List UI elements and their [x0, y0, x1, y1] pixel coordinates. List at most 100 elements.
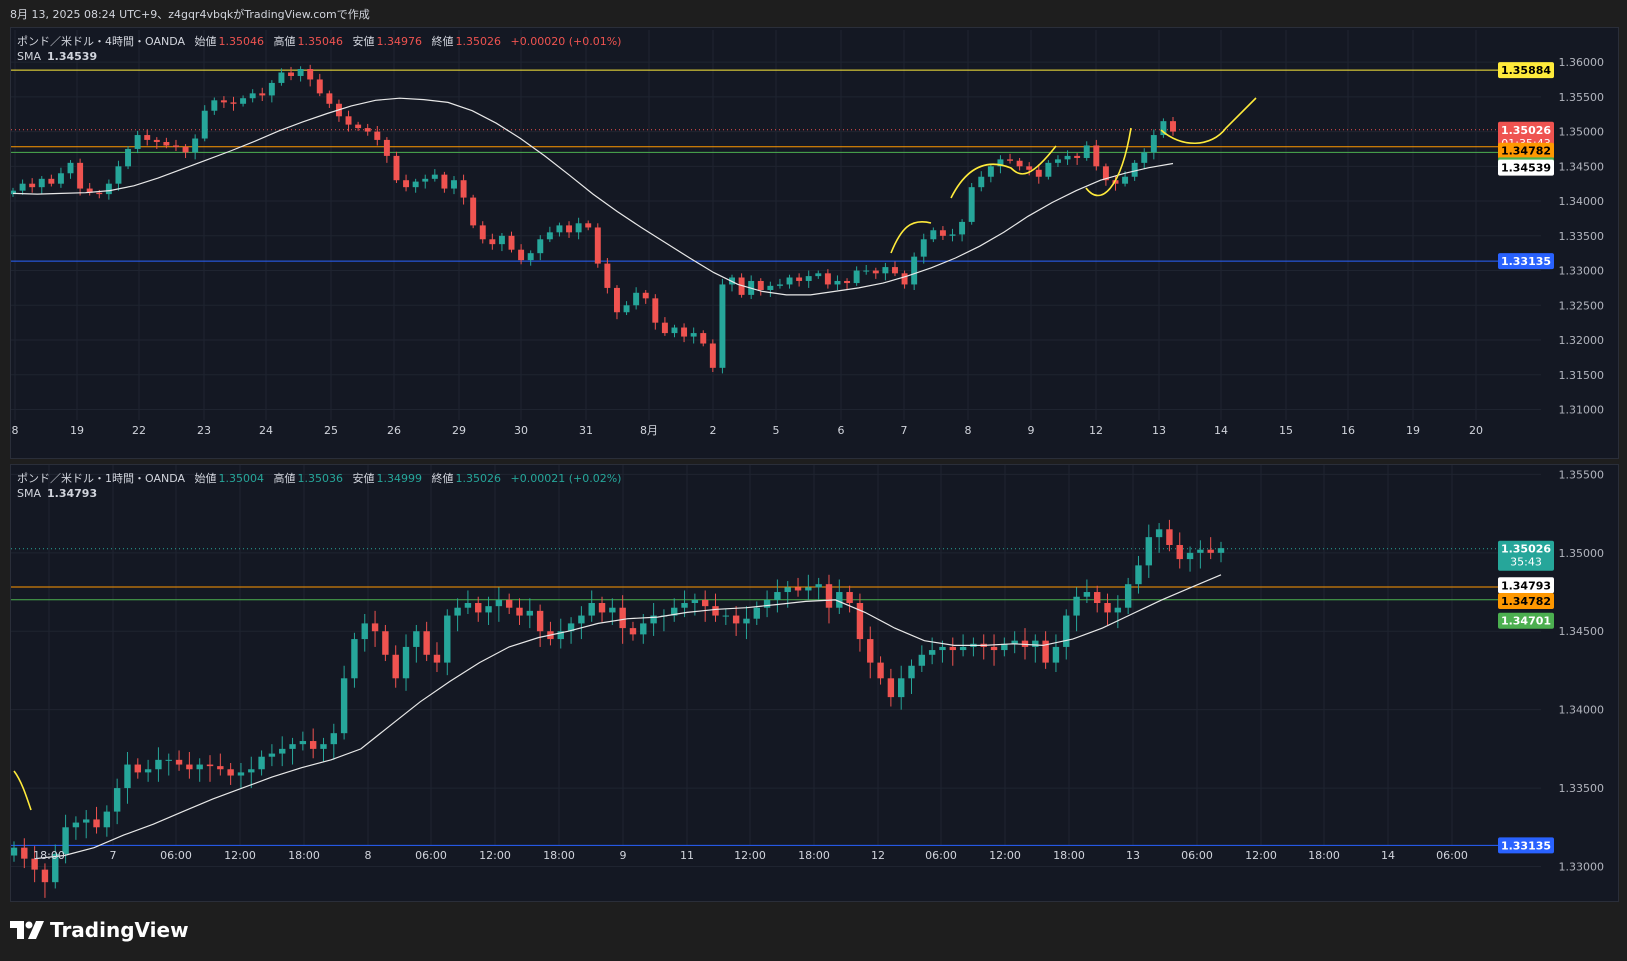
tag-level-1-34782: 1.34782: [1498, 142, 1554, 159]
candle-body: [498, 235, 505, 245]
time-label-7: 29: [452, 424, 466, 437]
candle-body: [299, 741, 307, 745]
candle-body: [1035, 169, 1042, 177]
candle-body: [206, 764, 214, 767]
candle-body: [48, 178, 55, 184]
candle-body: [633, 292, 640, 306]
candle-body: [650, 615, 657, 624]
close-value: 1.35026: [455, 472, 502, 485]
candle-body: [1016, 160, 1023, 167]
candle-body: [700, 333, 707, 344]
candle-body: [609, 607, 616, 613]
candle-body: [743, 618, 750, 624]
time-label-15: 8: [965, 424, 972, 437]
candle-body: [258, 756, 265, 770]
candle-body: [691, 599, 699, 604]
candle-body: [155, 759, 162, 770]
candle-body: [340, 678, 348, 734]
tag-sma: 1.34793: [1498, 577, 1554, 594]
candle-body: [19, 183, 26, 191]
grid: [11, 465, 1541, 867]
price-tick-5: 1.33000: [1559, 860, 1605, 873]
candle-body: [364, 128, 371, 132]
time-label-23: 20: [1469, 424, 1483, 437]
ohlc-legend: ポンド／米ドル・4時間・OANDA 始値 1.35046 高値 1.35046 安値…: [17, 35, 622, 48]
time-axis: 8 19 22 23 24 25 26 29 30 31 8月 2 5 6 7 8 9 12 13 14 15 16 19 2…: [12, 424, 1484, 437]
tag-level-1-33135: 1.33135: [1498, 837, 1554, 854]
candle-body: [722, 615, 730, 617]
sma-line: [12, 97, 1174, 296]
candle-body: [403, 180, 410, 188]
price-tick-2: 1.35000: [1559, 126, 1605, 139]
tag-level-1-34782-text: 1.34782: [1501, 145, 1551, 158]
candle-body: [297, 69, 304, 76]
close-value: 1.35026: [455, 35, 502, 48]
time-label-15: 12:00: [989, 849, 1021, 862]
low-value: 1.34976: [376, 35, 423, 48]
low-value: 1.34999: [376, 472, 423, 485]
candle-body: [836, 592, 843, 608]
candle-body: [867, 639, 874, 663]
candle-body: [1007, 159, 1013, 161]
candle-body: [103, 811, 111, 828]
tag-level-1-33135: 1.33135: [1498, 253, 1554, 270]
price-tick-2: 1.34500: [1559, 625, 1605, 638]
candle-body: [776, 284, 783, 286]
candle-body: [908, 665, 915, 679]
tag-last-price-text: 1.35026: [1501, 543, 1551, 556]
candle-body: [125, 148, 132, 167]
candle-body: [105, 183, 112, 195]
chart-caption: 8月 13, 2025 08:24 UTC+9、z4gqr4vbqkがTradi…: [10, 8, 370, 21]
candle-body: [1021, 640, 1029, 647]
candle-body: [897, 678, 905, 698]
candle-body: [557, 631, 564, 640]
candle-body: [794, 587, 802, 591]
candle-body: [1124, 584, 1132, 608]
candle-body: [1166, 529, 1173, 545]
time-label-10: 8月: [640, 424, 658, 437]
open-value: 1.35046: [218, 35, 265, 48]
candle-body: [38, 178, 45, 188]
candle-body: [431, 174, 438, 179]
candle-body: [227, 769, 234, 776]
candle-body: [1170, 121, 1176, 132]
sma-value: 1.34539: [47, 50, 98, 63]
chart-canvas-1h[interactable]: 1.35500 1.35000 1.34500 1.34000 1.33500 1.330…: [11, 465, 1618, 901]
tag-sma-text: 1.34793: [1501, 579, 1551, 592]
candle-body: [939, 230, 946, 236]
candle-body: [309, 741, 317, 749]
candle-body: [1042, 640, 1049, 663]
tag-level-1-35884: 1.35884: [1498, 62, 1554, 79]
chart-pane-1h[interactable]: ポンド／米ドル・1時間・OANDA 始値 1.35004 高値 1.35036 安値…: [10, 464, 1619, 902]
candle-body: [719, 284, 726, 368]
candle-body: [901, 273, 908, 285]
time-label-2: 22: [132, 424, 146, 437]
candle-body: [83, 819, 90, 823]
tradingview-logo-icon: [10, 921, 44, 939]
candle-body: [412, 181, 419, 188]
price-tick-6: 1.33000: [1559, 265, 1605, 278]
candle-body: [393, 155, 400, 181]
time-label-12: 18:00: [798, 849, 830, 862]
time-label-19: 14: [1214, 424, 1228, 437]
open-value: 1.35004: [218, 472, 265, 485]
candle-body: [444, 615, 451, 663]
candle-body: [211, 100, 218, 111]
time-label-21: 16: [1341, 424, 1355, 437]
tradingview-logo[interactable]: TradingView: [10, 918, 189, 942]
tag-level-1-35884-bg: [1498, 62, 1554, 79]
candle-body: [1083, 592, 1091, 597]
chart-pane-4h[interactable]: ポンド／米ドル・4時間・OANDA 始値 1.35046 高値 1.35046 安値…: [10, 27, 1619, 459]
price-tick-1: 1.35000: [1559, 547, 1605, 560]
candle-body: [805, 587, 812, 591]
candle-body: [629, 628, 637, 635]
candle-body: [1054, 159, 1061, 163]
chart-canvas-4h[interactable]: 1.36000 1.35500 1.35000 1.34500 1.34000 1.335…: [11, 28, 1618, 458]
candle-body: [585, 223, 592, 228]
candle-body: [320, 744, 327, 749]
time-label-3: 12:00: [224, 849, 256, 862]
price-tick-3: 1.34500: [1559, 160, 1605, 173]
price-tick-8: 1.32000: [1559, 334, 1605, 347]
candle-body: [1026, 166, 1033, 170]
candle-body: [844, 280, 851, 284]
